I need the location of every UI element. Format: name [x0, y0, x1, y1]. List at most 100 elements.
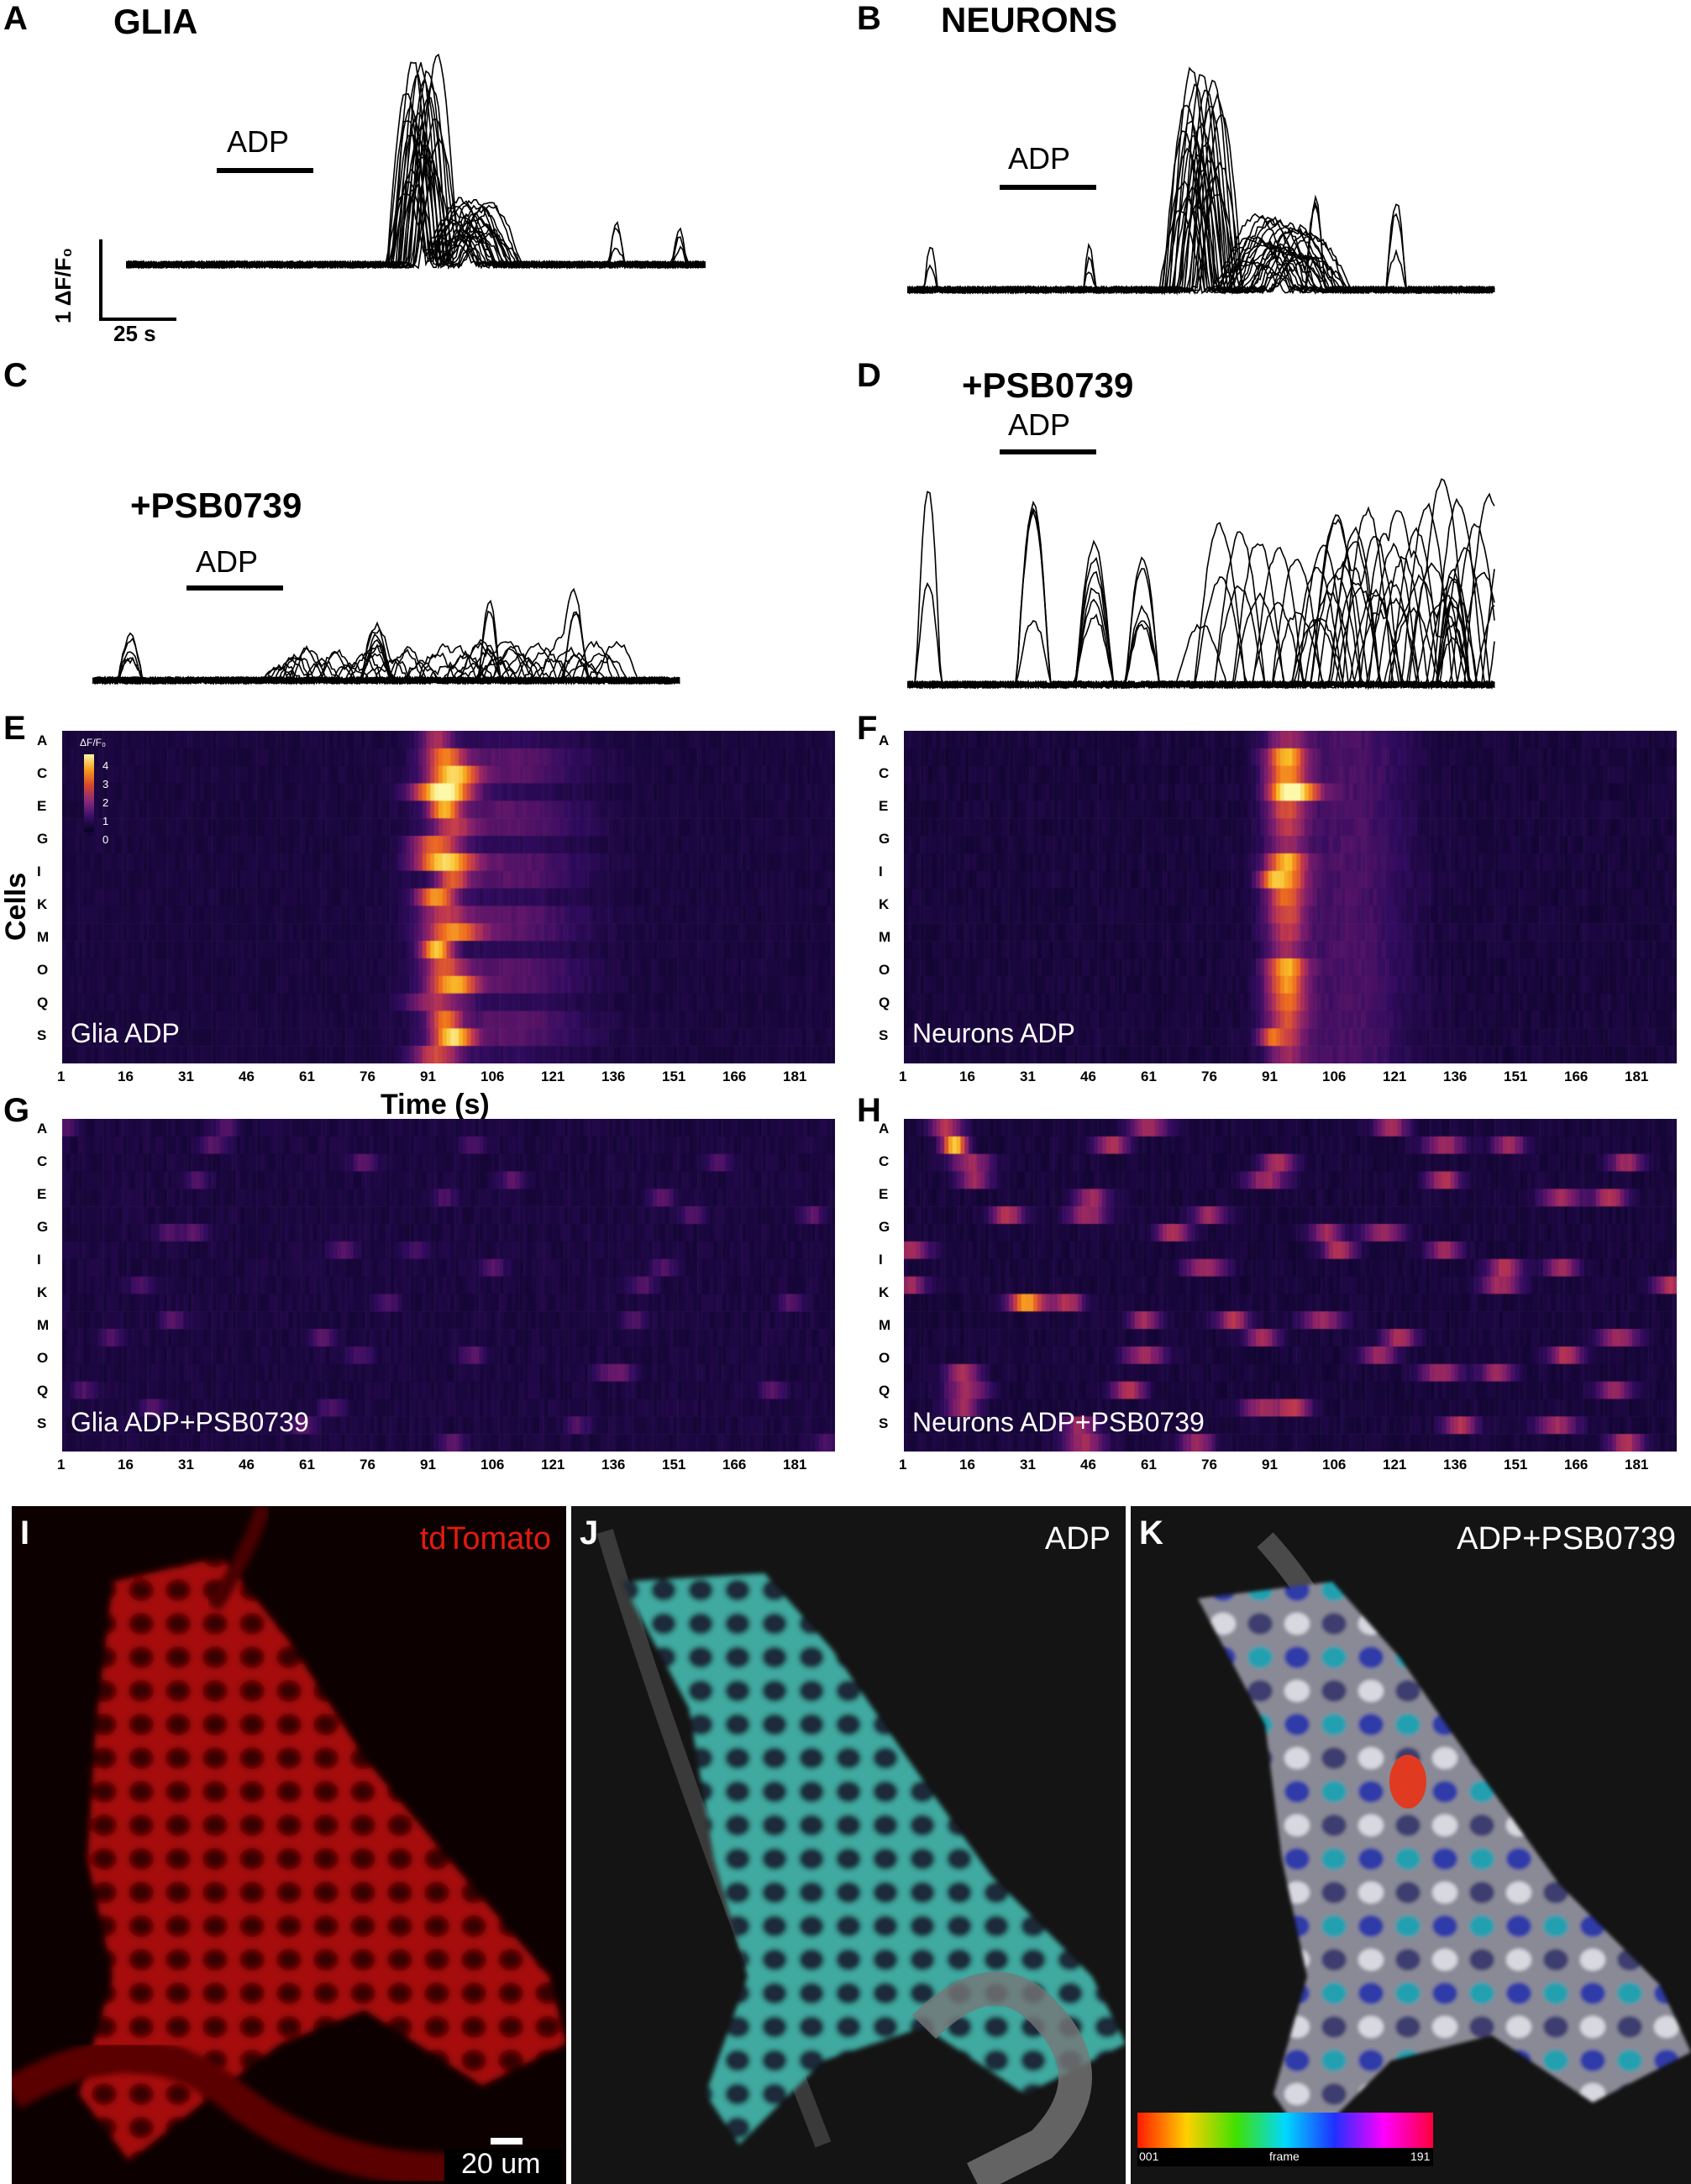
x-tick-label: 61: [1141, 1068, 1157, 1084]
frame-colorbar-max: 191: [1410, 2150, 1431, 2163]
x-tick-label: 151: [1504, 1457, 1528, 1473]
x-tick-label: 91: [1262, 1068, 1278, 1084]
trace-line: [126, 168, 706, 270]
frame-colorbar-mid: frame: [1269, 2150, 1300, 2163]
x-tick-label: 106: [1322, 1457, 1347, 1473]
row-label: K: [879, 1284, 890, 1300]
trace-line: [907, 539, 1495, 690]
panel-letter-b: B: [857, 0, 881, 37]
row-label: C: [879, 765, 890, 781]
row-label: C: [37, 765, 48, 781]
stimulus-bar-d: [1000, 449, 1096, 454]
x-tick-label: 46: [1080, 1457, 1096, 1473]
scalebar-label: 20 um: [461, 2148, 541, 2180]
x-tick-label: 136: [601, 1068, 626, 1084]
x-tick-label: 16: [118, 1068, 134, 1084]
x-tick-label: 136: [1443, 1457, 1468, 1473]
row-label: I: [879, 864, 883, 879]
label-adp: ADP: [1044, 1521, 1111, 1557]
panel-letter-g: G: [3, 1092, 30, 1129]
y-axis-label: Cells: [0, 872, 32, 941]
row-label: M: [879, 1317, 891, 1333]
x-tick-label: 46: [239, 1068, 255, 1084]
trace-line: [907, 510, 1495, 690]
x-tick-label: 91: [420, 1068, 436, 1084]
label-adp-psb0739: ADP+PSB0739: [1457, 1521, 1676, 1557]
scalebar-box: [444, 2149, 562, 2184]
x-tick-label: 1: [57, 1457, 66, 1473]
trace-line: [907, 543, 1495, 690]
x-tick-label: 1: [899, 1457, 907, 1473]
colorbar-tick: 2: [102, 796, 109, 809]
traces-a: [126, 53, 706, 270]
x-tick-label: 121: [541, 1457, 565, 1473]
trace-line: [907, 514, 1495, 690]
x-tick-label: 166: [722, 1068, 747, 1084]
heatmap-f: [904, 731, 1677, 1063]
row-label: A: [879, 1121, 890, 1137]
panel-letter-h: H: [857, 1092, 881, 1129]
x-tick-label: 46: [239, 1457, 255, 1473]
heatmap-h: [904, 1119, 1677, 1452]
row-label: Q: [879, 995, 890, 1011]
x-tick-label: 136: [601, 1457, 626, 1473]
row-label: S: [879, 1027, 889, 1043]
row-label: E: [37, 798, 47, 814]
x-tick-label: 91: [1262, 1457, 1278, 1473]
frame-colorbar-min: 001: [1139, 2150, 1159, 2163]
x-tick-label: 76: [1201, 1068, 1217, 1084]
image-tdtomato: tdTomato I 20 um: [12, 1506, 566, 2184]
x-axis-label: Time (s): [381, 1089, 490, 1121]
x-tick-label: 61: [299, 1457, 315, 1473]
x-tick-label: 31: [1020, 1457, 1036, 1473]
row-label: E: [879, 798, 889, 814]
trace-line: [907, 541, 1495, 690]
scale-bar: [99, 239, 176, 321]
x-tick-label: 106: [481, 1068, 505, 1084]
row-label: O: [879, 962, 890, 978]
image-adp-psb0739: ADP+PSB0739 K 001 frame 191: [1131, 1506, 1691, 2184]
row-label: E: [879, 1186, 889, 1202]
x-tick-label: 16: [118, 1457, 134, 1473]
x-tick-label: 91: [420, 1457, 436, 1473]
panel-letter-e: E: [3, 710, 26, 747]
x-tick-label: 151: [662, 1457, 686, 1473]
trace-line: [907, 506, 1495, 690]
row-label: S: [879, 1415, 889, 1431]
row-label: C: [879, 1153, 890, 1169]
x-tick-label: 181: [1625, 1068, 1649, 1084]
panel-letter-f: F: [857, 710, 878, 747]
panel-letter-k: K: [1139, 1515, 1163, 1551]
row-label: G: [879, 1219, 890, 1235]
row-label: M: [37, 929, 50, 945]
row-label: I: [37, 864, 41, 879]
x-tick-label: 181: [783, 1457, 807, 1473]
panel-letter-c: C: [3, 357, 28, 394]
x-tick-label: 31: [1020, 1068, 1036, 1084]
scale-x-label: 25 s: [113, 321, 156, 346]
heatmap-label-h: Neurons ADP+PSB0739: [912, 1407, 1205, 1437]
heatmap-label-g: Glia ADP+PSB0739: [71, 1407, 309, 1437]
scale-y-label: 1 ΔF/F₀: [50, 247, 76, 323]
heatmap-e: [62, 731, 835, 1063]
row-label: I: [879, 1252, 883, 1268]
row-label: K: [37, 1284, 48, 1300]
trace-line: [92, 621, 680, 685]
stimulus-label-c: ADP: [196, 544, 259, 579]
row-label: I: [37, 1252, 41, 1268]
panel-letter-a: A: [3, 0, 28, 37]
panel-title-glia: GLIA: [113, 2, 198, 41]
x-tick-label: 106: [481, 1457, 505, 1473]
trace-line: [126, 70, 706, 270]
row-label: M: [879, 929, 891, 945]
row-label: O: [879, 1350, 890, 1366]
x-tick-label: 46: [1080, 1068, 1096, 1084]
colorbar-tick: 4: [102, 759, 109, 772]
x-tick-label: 151: [662, 1068, 686, 1084]
x-tick-label: 31: [178, 1068, 194, 1084]
traces-b: [907, 66, 1495, 296]
label-tdtomato: tdTomato: [419, 1521, 551, 1557]
heatmap-label-f: Neurons ADP: [912, 1018, 1075, 1048]
image-adp: ADP J: [571, 1506, 1126, 2184]
colorbar-tick: 0: [102, 833, 109, 846]
